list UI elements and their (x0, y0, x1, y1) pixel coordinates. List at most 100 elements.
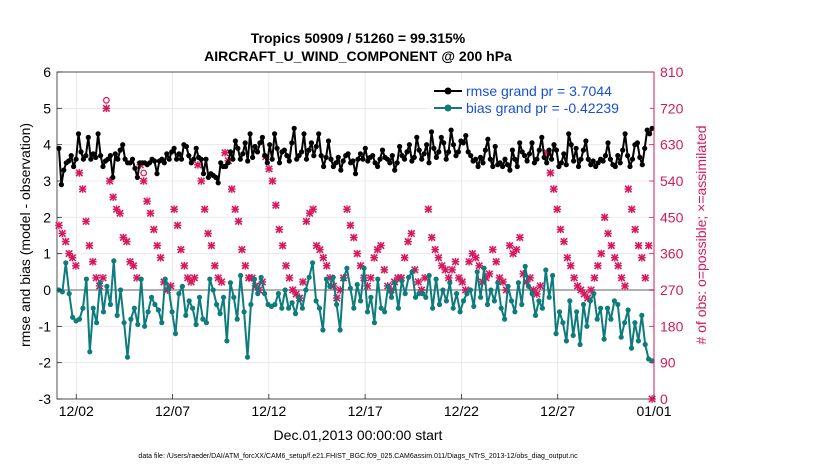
chart-title: Tropics 50909 / 51260 = 99.315% (251, 30, 466, 46)
legend-marker-bias (444, 104, 452, 112)
bias-point (467, 287, 473, 293)
bias-point (443, 298, 449, 304)
bias-point (142, 323, 148, 329)
y-tick-label-left: 0 (43, 282, 51, 298)
rmse-point (392, 167, 398, 173)
obs-marker (343, 205, 351, 214)
rmse-point (450, 142, 457, 148)
bias-point (169, 309, 175, 315)
bias-point (299, 305, 305, 311)
bias-point (412, 294, 419, 300)
bias-point (70, 314, 76, 320)
bias-point (491, 298, 497, 304)
rmse-point (164, 151, 170, 157)
rmse-point (218, 160, 224, 166)
bias-point (608, 316, 614, 322)
y-axis-label-left: rmse and bias (model - observation) (17, 123, 33, 347)
rmse-point (377, 156, 383, 162)
rmse-point (100, 163, 106, 170)
bias-point (66, 291, 72, 297)
rmse-point (259, 134, 265, 140)
obs-marker (146, 209, 155, 218)
rmse-point (575, 163, 582, 170)
obs-marker (309, 205, 317, 214)
bias-point (87, 349, 93, 355)
rmse-point (649, 125, 655, 131)
rmse-point (250, 154, 256, 160)
rmse-point (340, 158, 346, 164)
obs-marker (594, 261, 602, 270)
rmse-point (522, 153, 528, 159)
rmse-point (387, 160, 393, 166)
bias-point (196, 294, 203, 300)
obs-marker (509, 249, 517, 258)
obs-marker (197, 177, 206, 185)
rmse-point (607, 156, 614, 162)
left-axis: -3 -2 -1 0 1 2 3 4 5 6 (39, 64, 62, 407)
bias-point (275, 291, 281, 297)
rmse-point (629, 156, 636, 162)
bias-point (100, 309, 107, 315)
rmse-point (394, 160, 400, 166)
rmse-point (573, 145, 579, 151)
obs-marker (129, 261, 138, 270)
rmse-point (379, 147, 386, 153)
obs-marker (380, 266, 389, 274)
bias-point (172, 331, 179, 337)
obs-marker (58, 229, 67, 238)
bias-point (316, 305, 323, 311)
obs-marker (143, 197, 151, 205)
bias-point (323, 276, 329, 282)
obs-marker (590, 274, 599, 282)
bias-point (258, 274, 264, 280)
rmse-point (473, 156, 479, 162)
rmse-point (296, 153, 302, 159)
bias-point (611, 298, 618, 304)
rmse-point (443, 156, 449, 162)
rmse-point (568, 142, 574, 148)
legend: rmse grand pr = 3.7044 bias grand pr = -… (430, 80, 650, 118)
rmse-point (625, 153, 631, 159)
rmse-point (477, 154, 484, 160)
rmse-point (441, 140, 447, 146)
y-tick-label-left: 6 (43, 64, 51, 80)
rmse-point (509, 147, 515, 153)
rmse-point (232, 138, 238, 144)
obs-marker (485, 270, 494, 278)
rmse-point (291, 125, 297, 131)
rmse-point (325, 138, 332, 144)
bias-point (327, 283, 333, 289)
obs-marker (617, 274, 626, 282)
bias-point (193, 321, 199, 328)
bias-point (402, 291, 408, 297)
rmse-point (313, 143, 319, 150)
bias-point (457, 309, 463, 315)
x-tick-label: 12/22 (444, 403, 479, 419)
bias-point (337, 327, 343, 333)
rmse-point (563, 162, 569, 168)
rmse-point (448, 127, 454, 133)
rmse-point (345, 151, 351, 157)
rmse-point (335, 154, 341, 160)
bias-point (114, 312, 120, 318)
rmse-point (490, 163, 496, 170)
y-tick-label-right: 450 (660, 209, 684, 225)
obs-marker (441, 266, 450, 274)
rmse-point (183, 143, 189, 150)
obs-marker (322, 261, 331, 270)
rmse-point (186, 153, 192, 159)
bias-point (224, 338, 230, 344)
obs-marker (278, 241, 287, 250)
y-tick-label-right: 630 (660, 137, 684, 153)
bias-point (471, 303, 477, 309)
rmse-point (171, 145, 177, 151)
obs-marker (177, 245, 185, 254)
rmse-point (58, 182, 64, 188)
obs-marker (221, 148, 229, 157)
bias-point (539, 305, 546, 311)
rmse-point (424, 142, 430, 148)
obs-marker (373, 245, 382, 254)
rmse-point (110, 174, 116, 180)
bias-point (368, 294, 374, 300)
rmse-point (558, 160, 565, 166)
